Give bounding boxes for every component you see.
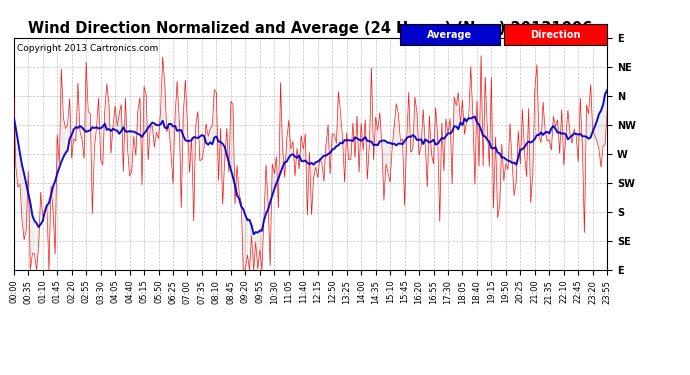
Text: Average: Average — [427, 30, 473, 40]
Text: Direction: Direction — [530, 30, 581, 40]
Text: Copyright 2013 Cartronics.com: Copyright 2013 Cartronics.com — [17, 45, 158, 54]
Bar — [504, 24, 607, 45]
Title: Wind Direction Normalized and Average (24 Hours) (New) 20131006: Wind Direction Normalized and Average (2… — [28, 21, 593, 36]
Bar — [400, 24, 500, 45]
